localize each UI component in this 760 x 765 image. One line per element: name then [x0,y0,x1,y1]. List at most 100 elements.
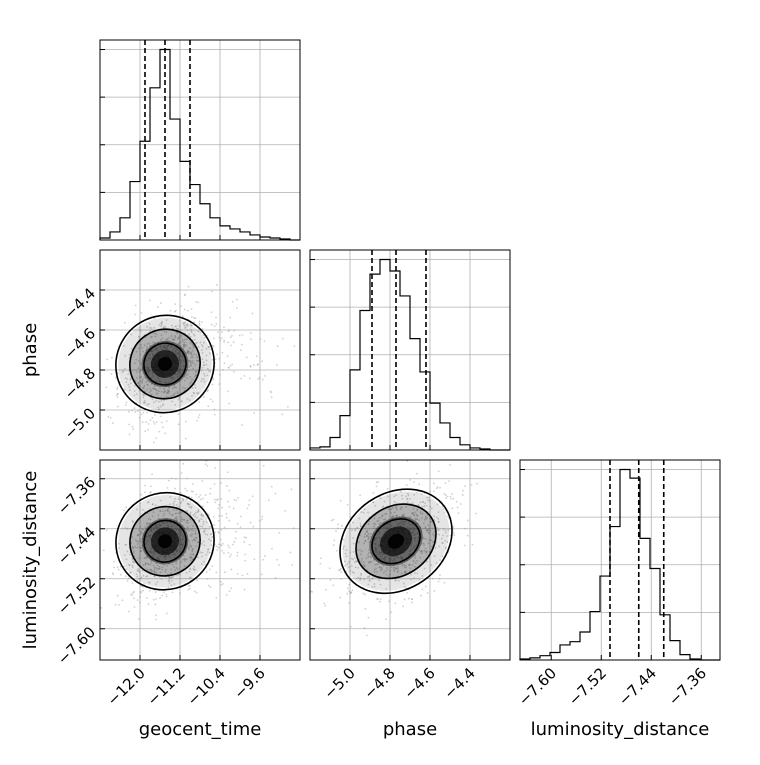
sample-point [149,551,152,554]
sample-point [252,364,255,366]
sample-point [262,464,265,467]
sample-point [444,511,446,513]
sample-point [378,517,381,520]
sample-point [201,351,204,354]
sample-point [144,484,146,487]
sample-point [205,521,208,524]
sample-point [177,532,180,535]
sample-point [202,540,205,543]
sample-point [219,538,222,541]
sample-point [183,338,186,341]
sample-point [144,543,147,545]
sample-point [195,300,198,303]
sample-point [141,528,144,531]
x-axis-label-geocent_time: geocent_time [139,719,262,740]
sample-point [368,562,370,564]
sample-point [155,526,157,529]
sample-point [405,495,408,498]
sample-point [182,340,184,343]
sample-point [423,544,426,547]
sample-point [406,501,409,503]
sample-point [181,355,184,358]
sample-point [149,518,152,521]
sample-point [178,357,180,359]
sample-point [178,358,180,360]
sample-point [189,556,192,558]
sample-point [142,387,144,390]
sample-point [414,517,416,520]
sample-point [138,416,141,419]
sample-point [233,370,235,373]
sample-point [257,378,260,380]
sample-point [155,598,157,600]
sample-point [429,518,432,520]
sample-point [150,336,152,339]
sample-point [151,473,154,476]
sample-point [386,495,389,498]
sample-point [410,578,412,581]
sample-point [433,531,436,533]
sample-point [202,334,205,337]
sample-point [125,381,128,383]
sample-point [220,337,223,340]
sample-point [395,502,397,505]
sample-point [160,390,163,393]
sample-point [152,550,155,552]
sample-point [335,549,338,552]
sample-point [271,547,273,550]
sample-point [151,353,154,356]
sample-point [139,578,141,581]
sample-point [208,538,210,541]
sample-point [131,520,134,522]
sample-point [162,348,164,351]
sample-point [147,535,150,538]
sample-point [209,370,212,373]
sample-point [368,541,371,544]
sample-point [134,539,137,541]
sample-point [193,569,196,571]
sample-point [411,601,413,604]
sample-point [145,381,147,383]
panel-inner [105,284,296,444]
sample-point [383,531,386,533]
sample-point [462,489,464,492]
panel-frame [309,249,511,451]
sample-point [192,490,194,493]
sample-point [192,391,195,394]
sample-point [429,490,432,493]
sample-point [370,535,372,538]
sample-point [192,525,195,528]
sample-point [190,351,193,354]
sample-point [218,373,221,376]
sample-point [432,490,435,493]
sample-point [177,351,180,354]
sample-point [416,518,418,520]
sample-point [129,378,132,381]
sample-point [418,549,421,552]
sample-point [184,321,187,323]
sample-point [409,550,411,553]
sample-point [376,597,379,600]
sample-point [412,508,415,511]
sample-point [153,332,156,335]
sample-point [140,550,143,553]
sample-point [164,340,167,342]
sample-point [152,570,154,573]
sample-point [154,335,157,338]
sample-point [173,500,176,503]
sample-point [141,421,144,424]
sample-point [162,346,165,349]
sample-point [157,556,159,559]
sample-point [227,366,230,369]
sample-point [121,599,124,602]
sample-point [186,397,189,400]
sample-point [199,493,202,496]
sample-point [132,428,135,430]
sample-point [236,551,239,554]
sample-point [132,547,135,550]
sample-point [148,568,151,571]
sample-point [176,519,179,521]
sample-point [190,316,193,318]
sample-point [208,369,210,372]
sample-point [204,494,207,496]
